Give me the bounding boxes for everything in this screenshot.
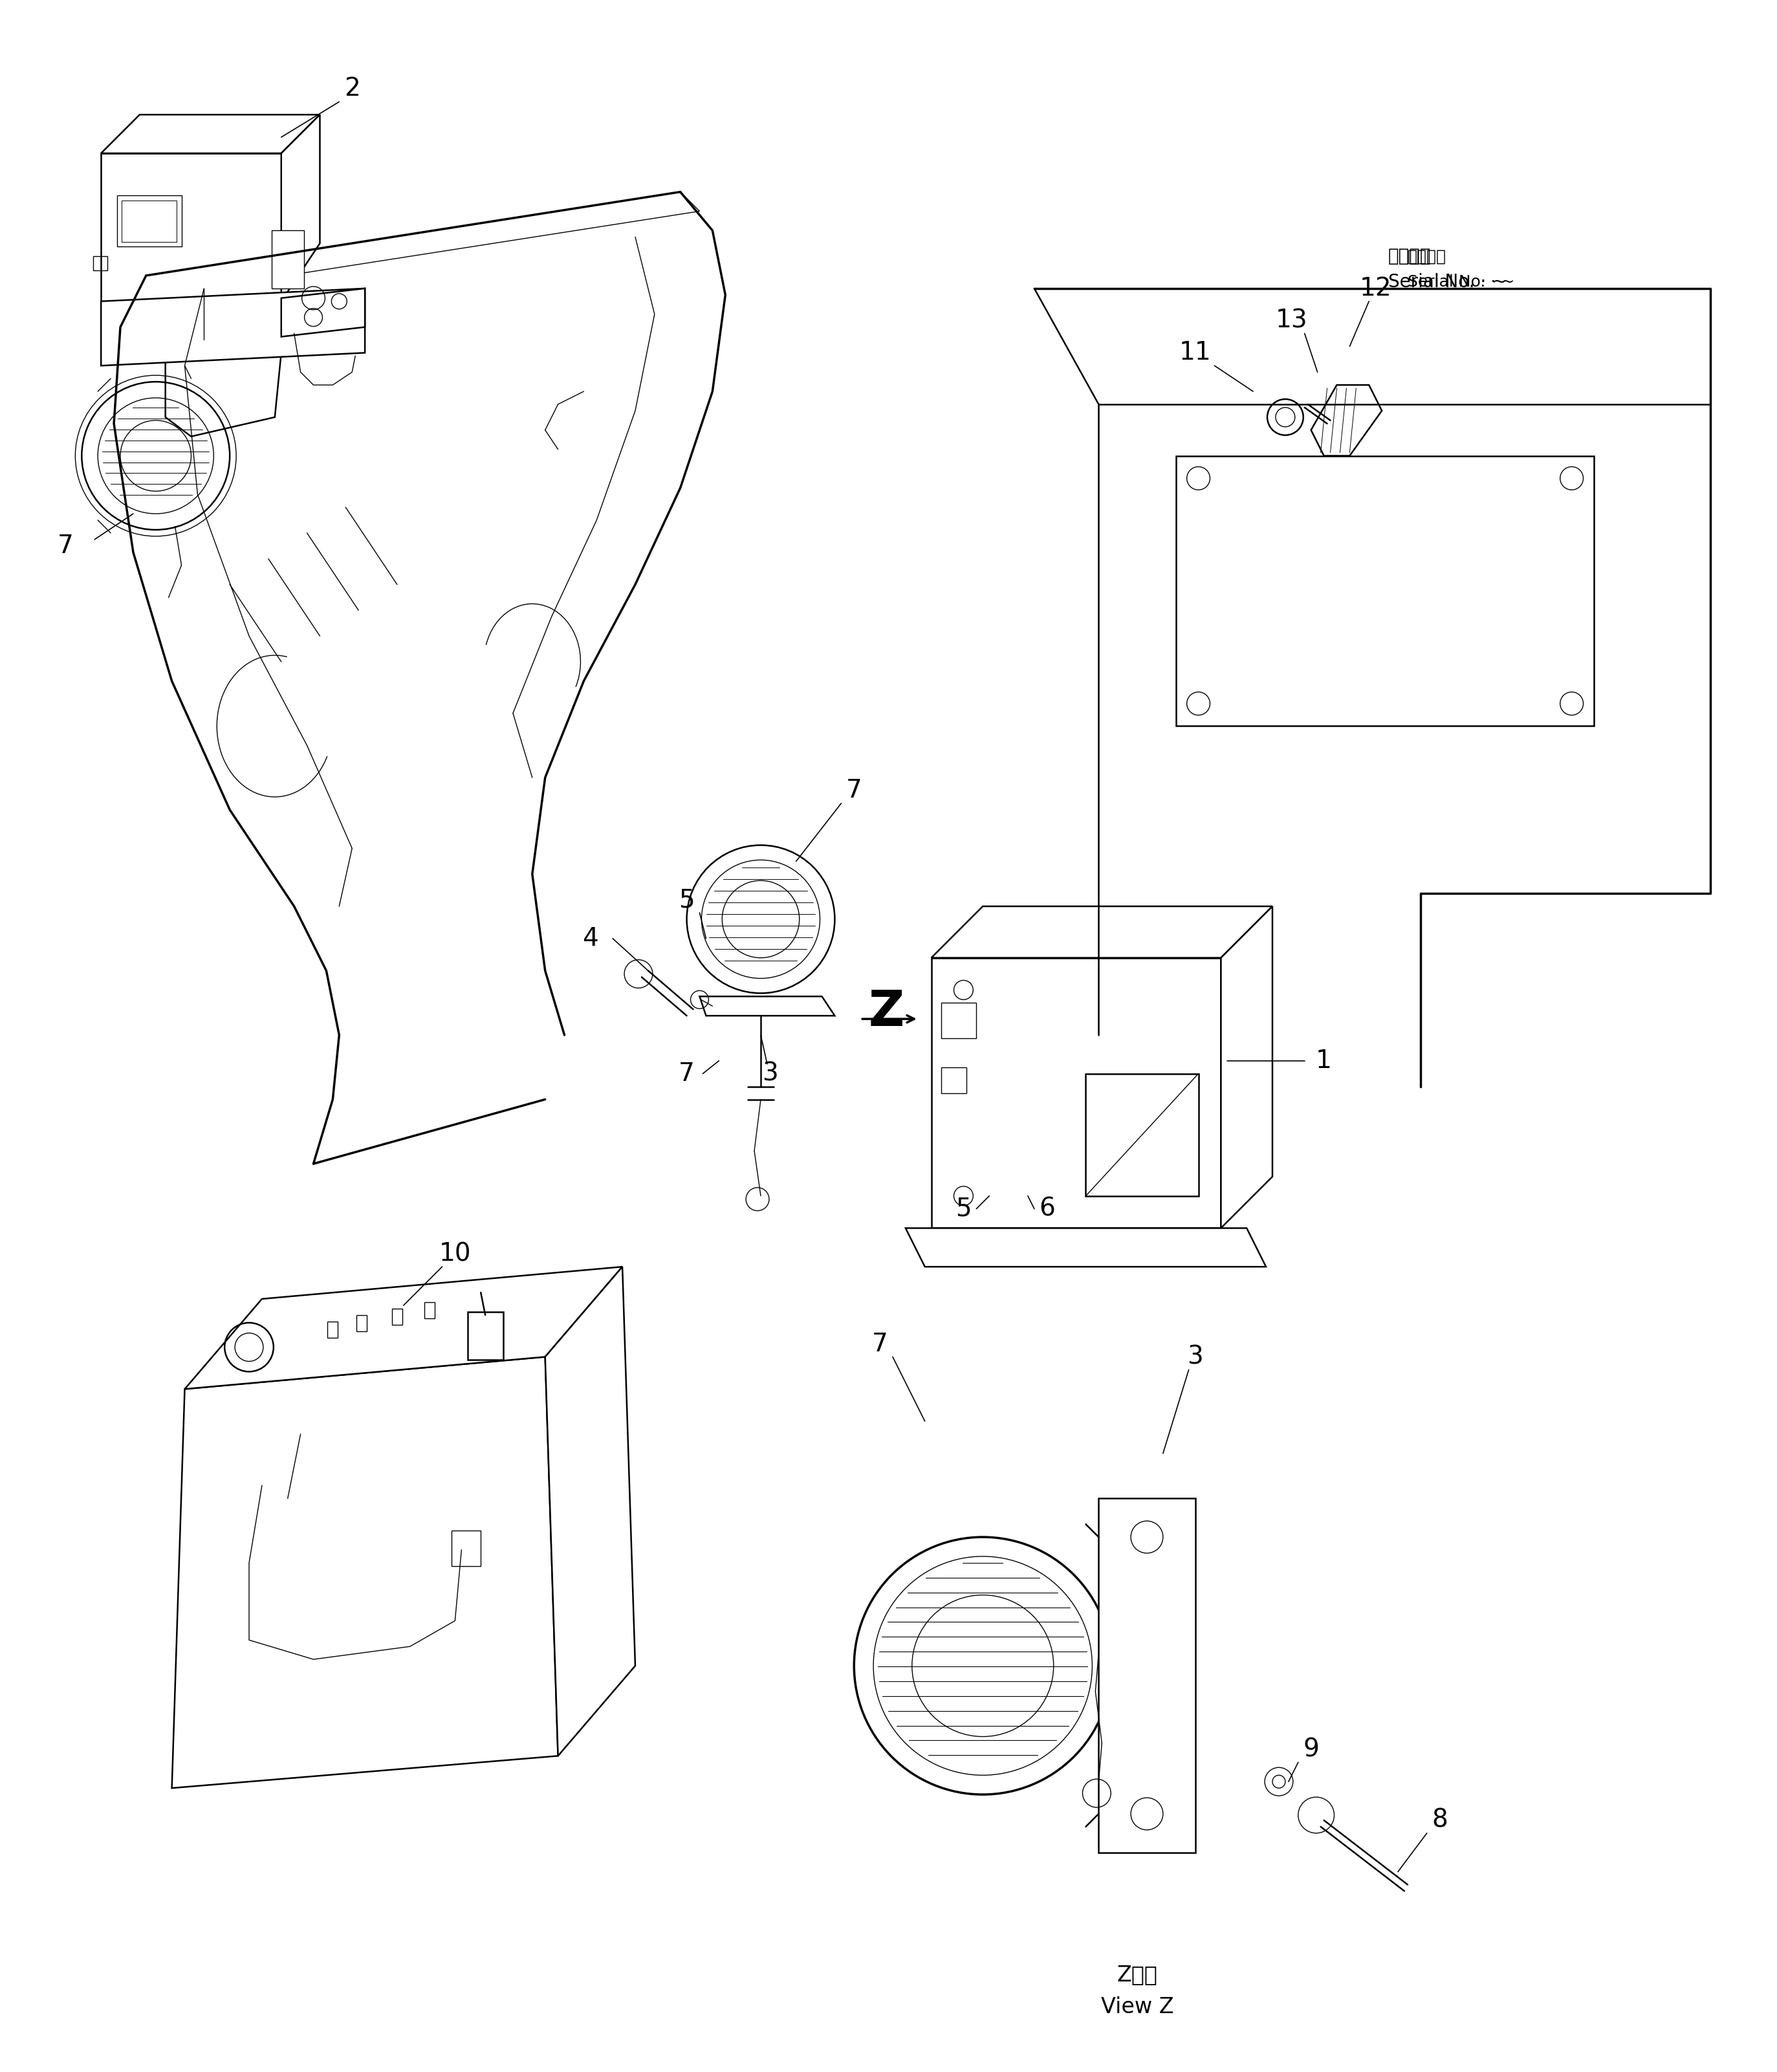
Text: 7: 7 (57, 535, 73, 557)
Text: 7: 7 (873, 1332, 889, 1357)
Polygon shape (700, 997, 835, 1015)
Bar (1176, 456, 1594, 725)
Polygon shape (101, 288, 364, 365)
Bar (451, 1531, 482, 1566)
Text: Serial No. · ~: Serial No. · ~ (1388, 274, 1507, 290)
Text: Serial No. · ~: Serial No. · ~ (1407, 274, 1514, 290)
Polygon shape (906, 1229, 1265, 1266)
Bar (942, 1067, 967, 1092)
Polygon shape (101, 114, 320, 153)
Bar (94, 257, 107, 271)
Polygon shape (1311, 385, 1383, 456)
Bar (931, 957, 1221, 1229)
Polygon shape (1221, 905, 1272, 1229)
Bar (1086, 1073, 1198, 1196)
Text: 1: 1 (1315, 1048, 1333, 1073)
Text: View Z: View Z (1100, 1995, 1173, 2018)
Text: Z: Z (869, 988, 904, 1036)
Text: 5: 5 (956, 1196, 972, 1220)
Bar (121, 201, 176, 242)
Text: Z　視: Z 視 (1118, 1964, 1157, 1985)
Bar (393, 1310, 402, 1324)
Polygon shape (172, 1357, 558, 1788)
Text: 3: 3 (762, 1061, 778, 1086)
Text: 2: 2 (345, 77, 361, 102)
Text: 8: 8 (1432, 1809, 1448, 1832)
Polygon shape (1098, 1498, 1196, 1852)
Bar (327, 1322, 338, 1339)
Text: 適用号機: 適用号機 (1388, 247, 1430, 265)
Polygon shape (281, 114, 320, 300)
Text: 11: 11 (1180, 340, 1212, 365)
Text: 7: 7 (679, 1061, 695, 1086)
Bar (357, 1316, 366, 1330)
Polygon shape (185, 1266, 622, 1388)
Bar (101, 153, 281, 300)
Polygon shape (146, 193, 700, 288)
Text: 9: 9 (1303, 1736, 1319, 1761)
Bar (117, 195, 181, 247)
Text: 4: 4 (583, 926, 599, 951)
Polygon shape (546, 1266, 634, 1755)
Text: 10: 10 (439, 1241, 471, 1266)
Bar (942, 1003, 976, 1038)
Bar (272, 230, 304, 288)
Text: 7: 7 (846, 779, 862, 802)
Bar (467, 1312, 503, 1359)
Text: 6: 6 (1040, 1196, 1056, 1220)
Text: 12: 12 (1359, 276, 1391, 300)
Text: 5: 5 (679, 887, 695, 912)
Text: 適用号機: 適用号機 (1407, 249, 1446, 263)
Text: 13: 13 (1276, 309, 1308, 334)
Polygon shape (281, 288, 364, 338)
Polygon shape (165, 334, 281, 437)
Text: 3: 3 (1187, 1345, 1203, 1370)
Polygon shape (931, 905, 1272, 957)
Bar (425, 1301, 434, 1318)
